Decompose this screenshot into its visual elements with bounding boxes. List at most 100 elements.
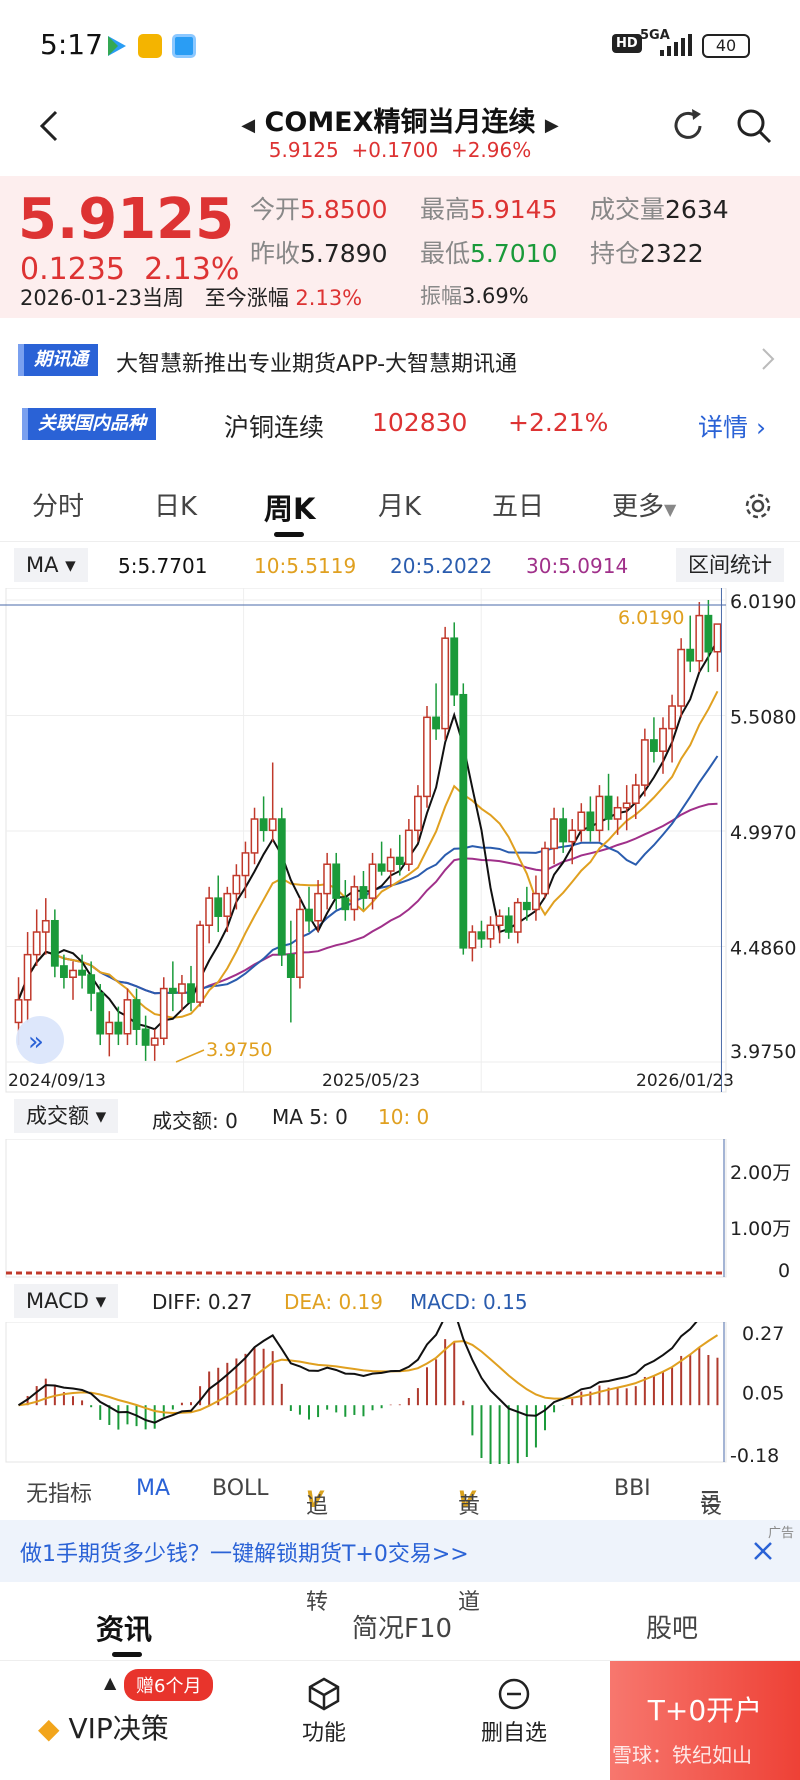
tab-f10[interactable]: 简况F10 xyxy=(352,1614,453,1644)
related-row[interactable]: 关联国内品种 沪铜连续 102830 +2.21% 详情 › xyxy=(0,404,800,448)
ma-selector[interactable]: MA ▾ xyxy=(14,548,88,582)
open-value: 5.8500 xyxy=(300,195,388,224)
expand-circle xyxy=(16,1016,64,1064)
indicator-none[interactable]: 无指标 xyxy=(26,1482,93,1507)
macd-y-tick: 0.27 xyxy=(742,1323,784,1345)
candle-body xyxy=(78,969,87,976)
chart-frame xyxy=(5,588,727,1093)
candle-body xyxy=(404,829,413,865)
candle-body xyxy=(459,693,468,949)
refresh-icon[interactable] xyxy=(668,106,708,150)
tab-intraday[interactable]: 分时 xyxy=(32,492,85,522)
volume-value-label: 成交额: 0 xyxy=(152,1109,238,1133)
related-detail-link[interactable]: 详情 › xyxy=(698,413,766,442)
volume-frame xyxy=(5,1139,727,1278)
tab-more[interactable]: 更多▼ xyxy=(612,486,676,523)
candle-body xyxy=(223,892,232,917)
indicator-ma[interactable]: MA xyxy=(136,1476,171,1501)
candle-body xyxy=(559,818,568,843)
candle-body xyxy=(141,1028,150,1046)
ytd-label: 至今涨幅 xyxy=(204,286,289,310)
volume-y-tick: 0 xyxy=(778,1260,790,1279)
instrument-title[interactable]: ◀ COMEX精铜当月连续 ▶ xyxy=(0,100,800,139)
bottom-action-bar: 赠6个月 ▲ ◆ VIP决策 功能 删自选 T+0开户 雪球：铁纪如山 xyxy=(0,1660,800,1780)
oi-value: 2322 xyxy=(640,239,704,268)
candle-body xyxy=(41,919,50,933)
macd-frame xyxy=(5,1322,727,1463)
tab-more-label: 更多 xyxy=(612,492,665,522)
vip-v-icon: V xyxy=(306,1488,324,1513)
volume-selector[interactable]: 成交额 ▾ xyxy=(14,1099,119,1133)
volume-y-tick: 2.00万 xyxy=(730,1162,791,1184)
candle-body xyxy=(541,847,549,895)
tab-news[interactable]: 资讯 xyxy=(96,1613,153,1646)
max-price-label: 6.0190 xyxy=(618,607,684,629)
prev-instrument-icon[interactable]: ◀ xyxy=(241,115,256,136)
last-price: 5.9125 xyxy=(18,187,235,252)
candle-body xyxy=(232,874,241,895)
ytd-value: 2.13% xyxy=(295,286,363,310)
tab-forum[interactable]: 股吧 xyxy=(646,1614,699,1644)
tab-monthly[interactable]: 月K xyxy=(378,492,422,522)
chevron-right-icon[interactable] xyxy=(760,344,776,378)
candle-body xyxy=(504,915,513,933)
expand-arrows-icon: » xyxy=(28,1027,44,1057)
range-stats-button[interactable]: 区间统计 xyxy=(676,548,784,582)
candle-body xyxy=(450,637,459,696)
candle-body xyxy=(359,886,368,899)
low-label: 最低 xyxy=(420,239,471,268)
volume-chart[interactable]: 2.00万 1.00万 0 xyxy=(0,1139,800,1279)
macd-selector-label: MACD xyxy=(26,1289,89,1313)
tab-five-day[interactable]: 五日 xyxy=(492,492,545,522)
candle-body xyxy=(604,795,613,820)
vip-decision-button[interactable]: ◆ VIP决策 xyxy=(38,1707,169,1747)
candle-body xyxy=(550,818,559,850)
ad-text[interactable]: 做1手期货多少钱？一键解锁期货T+0交易>> xyxy=(20,1542,469,1567)
candle-body xyxy=(250,818,259,854)
candle-body xyxy=(241,852,250,877)
volume-y-tick: 1.00万 xyxy=(730,1218,791,1240)
macd-dea-line xyxy=(18,1334,719,1415)
high-label: 最高 xyxy=(420,195,471,224)
back-arrow-icon[interactable] xyxy=(34,106,64,153)
volume-label: 成交量 xyxy=(590,195,666,224)
open-account-button[interactable]: T+0开户 xyxy=(610,1661,800,1780)
indicator-bbi[interactable]: BBI xyxy=(614,1476,651,1501)
ma10-label: 10:5.5119 xyxy=(254,554,357,578)
prev-value: 5.7890 xyxy=(300,239,388,268)
function-button[interactable]: 功能 xyxy=(298,1677,350,1747)
tab-active-indicator xyxy=(274,532,304,537)
indicator-boll[interactable]: BOLL xyxy=(212,1476,269,1501)
candle-body xyxy=(631,784,640,804)
tab-news-indicator xyxy=(112,1652,142,1657)
close-icon[interactable] xyxy=(752,1540,774,1566)
ad-banner[interactable]: 做1手期货多少钱？一键解锁期货T+0交易>> 广告 xyxy=(0,1520,800,1582)
candle-body xyxy=(32,931,41,956)
related-badge: 关联国内品种 xyxy=(22,408,156,440)
candle-body xyxy=(105,1021,114,1035)
tab-daily[interactable]: 日K xyxy=(154,492,198,522)
function-label: 功能 xyxy=(301,1721,346,1746)
macd-chart[interactable]: 0.27 0.05 -0.18 xyxy=(0,1322,800,1464)
candle-body xyxy=(332,863,341,899)
remove-watchlist-button[interactable]: 删自选 xyxy=(474,1677,554,1747)
candle-body xyxy=(695,614,704,662)
cube-icon xyxy=(308,1677,340,1711)
candle-body xyxy=(277,818,286,956)
news-row[interactable]: 期讯通 大智慧新推出专业期货APP-大智慧期讯通 xyxy=(0,338,800,382)
news-text[interactable]: 大智慧新推出专业期货APP-大智慧期讯通 xyxy=(116,352,518,377)
candle-body xyxy=(59,965,68,978)
high-value: 5.9145 xyxy=(470,195,558,224)
open-label: 今开 xyxy=(250,195,301,224)
header-price: 5.9125 xyxy=(268,138,339,162)
search-icon[interactable] xyxy=(734,106,774,150)
candle-body xyxy=(395,856,404,865)
macd-selector[interactable]: MACD ▾ xyxy=(14,1284,119,1318)
chart-settings-gear-icon[interactable] xyxy=(742,490,774,526)
candle-body xyxy=(522,901,531,911)
next-instrument-icon[interactable]: ▶ xyxy=(544,115,559,136)
candlestick-chart[interactable]: 6.0190 5.5080 4.9970 4.4860 3.9750 6.0190 3.97… xyxy=(0,588,800,1093)
candle-body xyxy=(295,908,304,978)
tab-weekly[interactable]: 周K xyxy=(264,492,316,526)
related-name[interactable]: 沪铜连续 xyxy=(224,413,325,442)
